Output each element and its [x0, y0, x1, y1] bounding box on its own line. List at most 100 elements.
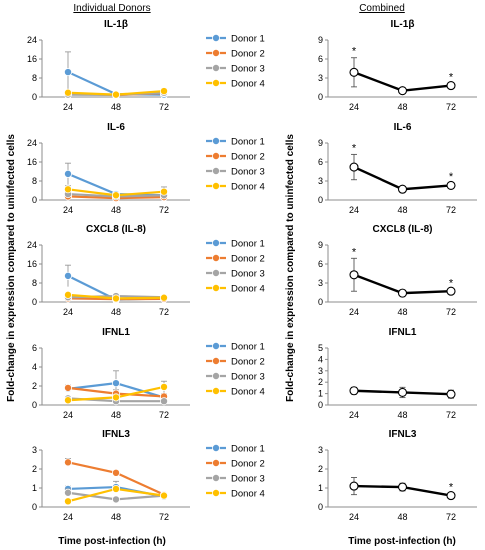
- x-tick-label: 48: [397, 410, 407, 420]
- x-tick-label: 24: [63, 102, 73, 112]
- y-tick-label: 3: [318, 176, 323, 186]
- x-tick-label: 24: [349, 512, 359, 522]
- y-tick-label: 0: [32, 400, 37, 410]
- significance-star: *: [449, 277, 454, 289]
- chart-panel-donors-ifnl3: IFNL3 0 1 2 3 24 48 72 Donor 1 Donor 2 Donor 3 Dono…: [32, 429, 265, 522]
- data-point: [397, 184, 408, 194]
- y-tick-label: 0: [32, 502, 37, 512]
- y-tick-label: 1: [318, 389, 323, 399]
- legend-label: Donor 2: [231, 152, 265, 163]
- y-tick-label: 24: [27, 138, 37, 148]
- data-point: [349, 162, 359, 172]
- y-tick-label: 0: [318, 195, 323, 205]
- legend-swatch-marker: [211, 238, 220, 247]
- significance-star: *: [449, 72, 454, 84]
- chart-panel-combined-ifnl3: IFNL3 0 1 2 3 24 48 72 *: [318, 429, 477, 522]
- x-tick-label: 24: [63, 205, 73, 215]
- y-tick-label: 24: [27, 240, 37, 250]
- y-tick-label: 2: [32, 381, 37, 391]
- data-point: [446, 180, 456, 190]
- y-tick-label: 2: [318, 464, 323, 474]
- x-tick-label: 48: [111, 410, 121, 420]
- y-tick-label: 4: [318, 354, 323, 364]
- data-point: [397, 288, 408, 298]
- y-tick-label: 3: [318, 73, 323, 83]
- legend-label: Donor 4: [231, 387, 265, 398]
- y-tick-label: 3: [318, 445, 323, 455]
- x-tick-label: 24: [349, 410, 359, 420]
- legend-swatch-marker: [211, 49, 220, 58]
- x-tick-label: 48: [397, 307, 407, 317]
- legend-label: Donor 1: [231, 137, 265, 148]
- x-tick-label: 72: [446, 307, 456, 317]
- y-tick-label: 8: [32, 73, 37, 83]
- data-point: [64, 497, 73, 506]
- data-point: [397, 387, 408, 398]
- significance-star: *: [352, 246, 357, 258]
- y-tick-label: 9: [318, 138, 323, 148]
- significance-star: *: [449, 171, 454, 183]
- data-point: [159, 293, 168, 302]
- y-tick-label: 16: [27, 54, 37, 64]
- legend-label: Donor 4: [231, 489, 265, 500]
- legend-label: Donor 2: [231, 459, 265, 470]
- x-tick-label: 24: [349, 102, 359, 112]
- y-tick-label: 2: [32, 464, 37, 474]
- data-point: [349, 67, 359, 77]
- y-tick-label: 16: [27, 157, 37, 167]
- panel-title: CXCL8 (IL-8): [373, 224, 433, 235]
- legend-swatch-marker: [211, 283, 220, 292]
- data-point: [446, 389, 456, 399]
- legend-swatch-marker: [211, 473, 220, 482]
- x-tick-label: 48: [397, 205, 407, 215]
- y-tick-label: 3: [318, 366, 323, 376]
- legend-swatch-marker: [211, 443, 220, 452]
- data-point: [64, 169, 73, 178]
- x-tick-label: 24: [349, 205, 359, 215]
- legend-swatch-marker: [211, 166, 220, 175]
- data-point: [64, 290, 73, 299]
- significance-star: *: [449, 482, 454, 494]
- legend-label: Donor 2: [231, 357, 265, 368]
- y-tick-label: 8: [32, 278, 37, 288]
- data-point: [349, 481, 359, 491]
- chart-panel-donors-il6: IL-6 0 8 16 24 24 48 72 Donor 1 Donor 2 Donor 3 Don…: [27, 122, 265, 215]
- y-tick-label: 0: [32, 195, 37, 205]
- x-axis-label-left: Time post-infection (h): [58, 536, 166, 547]
- data-point: [349, 270, 359, 280]
- legend-swatch-marker: [211, 34, 220, 43]
- y-tick-label: 0: [32, 297, 37, 307]
- legend-swatch-marker: [211, 356, 220, 365]
- data-point: [349, 386, 359, 396]
- x-tick-label: 48: [397, 102, 407, 112]
- panel-title: IL-1β: [391, 19, 415, 30]
- data-point: [446, 286, 456, 296]
- legend-swatch-marker: [211, 79, 220, 88]
- legend-label: Donor 4: [231, 284, 265, 295]
- data-point: [159, 397, 168, 406]
- data-point: [112, 393, 121, 402]
- y-tick-label: 0: [318, 92, 323, 102]
- y-tick-label: 6: [318, 157, 323, 167]
- x-tick-label: 72: [159, 410, 169, 420]
- y-tick-label: 6: [318, 259, 323, 269]
- y-tick-label: 2: [318, 377, 323, 387]
- y-tick-label: 4: [32, 362, 37, 372]
- data-point: [64, 396, 73, 405]
- legend-label: Donor 1: [231, 342, 265, 353]
- y-tick-label: 5: [318, 343, 323, 353]
- legend-swatch-marker: [211, 341, 220, 350]
- y-tick-label: 6: [32, 343, 37, 353]
- x-tick-label: 72: [446, 102, 456, 112]
- panel-title: CXCL8 (IL-8): [86, 224, 146, 235]
- panel-title: IL-1β: [104, 19, 128, 30]
- y-tick-label: 6: [318, 54, 323, 64]
- data-point: [159, 491, 168, 500]
- y-tick-label: 9: [318, 240, 323, 250]
- legend-swatch-marker: [211, 371, 220, 380]
- x-tick-label: 24: [63, 410, 73, 420]
- legend-label: Donor 3: [231, 269, 265, 280]
- data-point: [159, 187, 168, 196]
- chart-panel-donors-cxcl8: CXCL8 (IL-8) 0 8 16 24 24 48 72 Donor 1 Donor 2 Do…: [27, 224, 265, 317]
- significance-star: *: [352, 142, 357, 154]
